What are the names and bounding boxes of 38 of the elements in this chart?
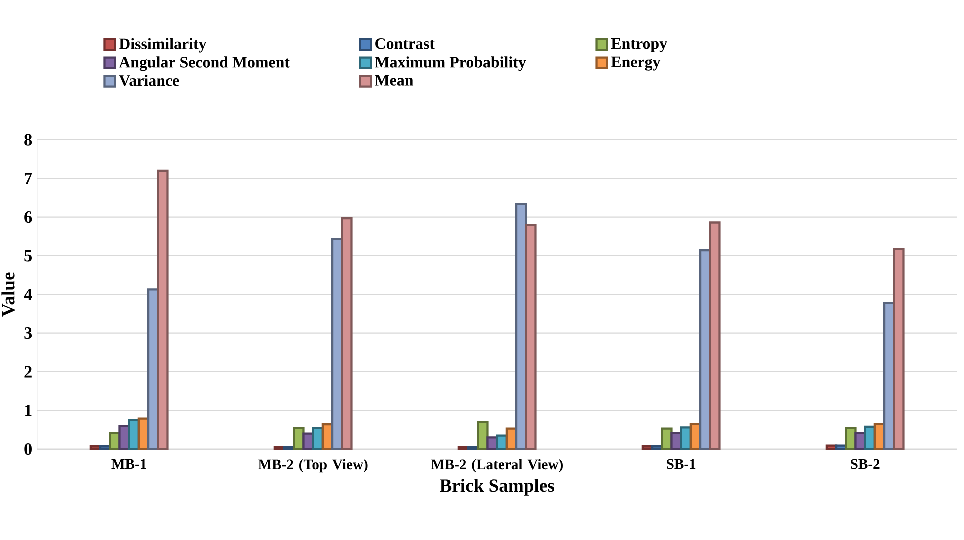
y-tick-label: 0 — [24, 444, 32, 456]
legend-label: Variance — [119, 74, 180, 86]
bar — [477, 421, 489, 450]
bar — [709, 222, 721, 450]
legend-label: Dissimilarity — [119, 38, 207, 53]
y-tick-label: 1 — [25, 404, 32, 416]
y-tick-label: 7 — [24, 173, 32, 184]
y-tick-label: 8 — [24, 134, 32, 146]
bar — [157, 170, 169, 450]
x-tick-label: MB-2 (Lateral View) — [431, 459, 563, 473]
bar — [274, 446, 286, 450]
bar — [525, 224, 537, 450]
y-tick-label: 6 — [24, 212, 32, 224]
x-axis-title: Brick Samples — [440, 479, 554, 496]
bar — [458, 446, 470, 450]
y-axis-title: Value — [2, 272, 15, 317]
legend-label: Contrast — [376, 38, 435, 50]
y-tick-label: 2 — [24, 366, 32, 378]
bar — [642, 446, 654, 450]
x-tick-label: MB-2 (Top View) — [258, 459, 368, 473]
bar — [99, 446, 112, 450]
x-tick-label: SB-1 — [667, 459, 696, 470]
legend-label: Maximum Probability — [375, 56, 526, 72]
bar — [651, 446, 664, 450]
x-tick-label: SB-2 — [851, 459, 880, 470]
legend-label: Mean — [375, 75, 414, 86]
y-tick-label: 3 — [24, 328, 32, 340]
y-tick-label: 5 — [24, 250, 32, 262]
legend-label: Entropy — [611, 38, 668, 52]
bar — [467, 446, 480, 450]
bar — [893, 248, 905, 450]
bar — [283, 446, 296, 450]
bar — [90, 446, 102, 450]
legend-label: Energy — [611, 56, 661, 71]
x-tick-label: MB-1 — [112, 459, 146, 470]
y-tick-label: 4 — [24, 288, 32, 300]
legend-label: Angular Second Moment — [119, 56, 290, 72]
bar — [341, 217, 353, 450]
